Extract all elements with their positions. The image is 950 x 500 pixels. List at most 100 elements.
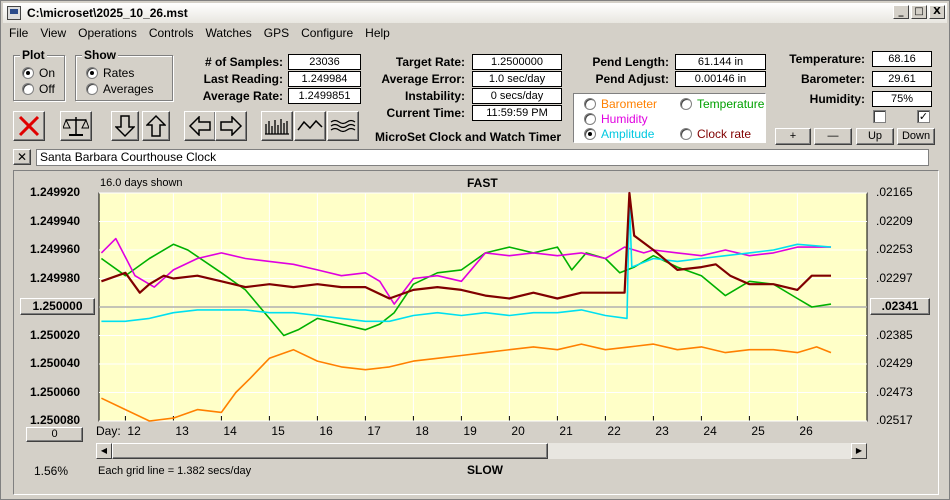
radio-averages-indicator[interactable]: [86, 83, 98, 95]
scroll-left-icon[interactable]: ◀: [96, 443, 112, 459]
menu-watches[interactable]: Watches: [205, 26, 252, 40]
series-barometer-radio[interactable]: Barometer: [584, 96, 657, 112]
x-axis-tick-label: 26: [799, 424, 813, 438]
arrow-up-icon: [146, 114, 166, 137]
horizontal-scrollbar[interactable]: ◀ ▶: [96, 443, 867, 459]
series-barometer-indicator[interactable]: [584, 98, 596, 110]
app-caption: MicroSet Clock and Watch Timer: [375, 130, 562, 144]
arrow-right-icon: [220, 116, 243, 136]
clear-clock-button[interactable]: ✕: [13, 149, 31, 165]
radio-rates-indicator[interactable]: [86, 67, 98, 79]
scroll-right-icon[interactable]: ▶: [851, 443, 867, 459]
menu-operations[interactable]: Operations: [78, 26, 137, 40]
menu-configure[interactable]: Configure: [301, 26, 354, 40]
menu-help[interactable]: Help: [365, 26, 390, 40]
menu-file[interactable]: File: [9, 26, 29, 40]
series-amplitude: [101, 197, 832, 323]
pend-adjust-label: Pend Adjust:: [595, 72, 669, 86]
series-lines: [100, 191, 832, 422]
minimize-icon[interactable]: _: [893, 5, 909, 19]
series-select-panel: Barometer Temperature Humidity Amplitude…: [573, 93, 766, 143]
minus-button[interactable]: —: [814, 128, 852, 145]
x-axis-tick-label: 21: [559, 424, 573, 438]
bars-icon: [265, 119, 289, 135]
samples-label: # of Samples:: [204, 55, 283, 69]
right-axis-tick-label: .02385: [876, 327, 913, 342]
show-averages-radio[interactable]: Averages: [86, 81, 153, 97]
plus-button[interactable]: +: [775, 128, 811, 145]
left-axis-tick-label: 1.249960: [30, 242, 81, 256]
slow-label: SLOW: [467, 463, 503, 477]
x-axis-tick-label: 20: [511, 424, 525, 438]
stop-button[interactable]: [13, 111, 45, 141]
down-arrow-button[interactable]: [111, 111, 139, 141]
line-view-button[interactable]: [294, 111, 326, 141]
x-axis-tick-label: 19: [463, 424, 477, 438]
right-axis-tick-label: .02253: [876, 242, 913, 256]
temperature-value: 68.16: [872, 51, 932, 67]
clock-name-field[interactable]: Santa Barbara Courthouse Clock: [36, 149, 929, 166]
series-clock-rate: [101, 191, 831, 300]
fast-label: FAST: [467, 176, 498, 190]
pend-length-label: Pend Length:: [592, 55, 669, 69]
scroll-thumb[interactable]: [112, 443, 548, 459]
wave-view-button[interactable]: [327, 111, 359, 141]
show-rates-radio[interactable]: Rates: [86, 65, 153, 81]
zero-button[interactable]: 0: [26, 427, 83, 442]
red-x-icon: [18, 115, 40, 137]
bar-view-button[interactable]: [261, 111, 293, 141]
series-temperature-indicator[interactable]: [680, 98, 692, 110]
arrow-left-icon: [188, 116, 211, 136]
series-amplitude-radio[interactable]: Amplitude: [584, 126, 654, 142]
left-axis-tick-label: 1.250020: [30, 327, 81, 342]
up-button[interactable]: Up: [856, 128, 894, 145]
title-bar: C:\microset\2025_10_26.mst _ □ X: [3, 3, 947, 23]
window-controls: _ □ X: [893, 5, 945, 19]
right-arrow-button[interactable]: [215, 111, 247, 141]
up-arrow-button[interactable]: [142, 111, 170, 141]
maximize-icon[interactable]: □: [911, 5, 927, 19]
pend-adjust-value[interactable]: 0.00146 in: [675, 71, 766, 87]
grid-lines: [99, 192, 867, 422]
samples-value: 23036: [288, 54, 361, 70]
series-amplitude-indicator[interactable]: [584, 128, 596, 140]
pend-length-value[interactable]: 61.144 in: [675, 54, 766, 70]
left-axis-tick-label: 1.249920: [30, 185, 81, 199]
x-axis-tick-label: 17: [367, 424, 381, 438]
right-axis-tick-label: .02297: [876, 270, 913, 285]
left-axis-tick-label: 1.249940: [30, 213, 81, 228]
series-barometer: [101, 343, 832, 422]
current-time-value: 11:59:59 PM: [472, 105, 562, 121]
average-rate-value: 1.2499851: [288, 88, 361, 104]
close-icon[interactable]: X: [929, 5, 945, 19]
down-button[interactable]: Down: [897, 128, 935, 145]
menu-view[interactable]: View: [40, 26, 67, 40]
series-clock-rate-radio[interactable]: Clock rate: [680, 126, 751, 142]
percent-indicator: 1.56%: [34, 464, 69, 478]
menu-controls[interactable]: Controls: [148, 26, 194, 40]
target-rate-label: Target Rate:: [395, 55, 465, 69]
plot-off-radio[interactable]: Off: [22, 81, 55, 97]
balance-button[interactable]: [60, 111, 92, 141]
series-humidity-indicator[interactable]: [584, 113, 596, 125]
target-rate-value[interactable]: 1.2500000: [472, 54, 562, 70]
right-axis-tick-label: .02165: [876, 185, 913, 199]
temperature-label: Temperature:: [789, 52, 865, 66]
left-center-button[interactable]: 1.250000: [20, 298, 95, 315]
checkbox-1[interactable]: [873, 110, 886, 123]
left-arrow-button[interactable]: [184, 111, 216, 141]
series-clock-rate-indicator[interactable]: [680, 128, 692, 140]
current-time-label: Current Time:: [386, 106, 465, 120]
radio-off-indicator[interactable]: [22, 83, 34, 95]
radio-on-indicator[interactable]: [22, 67, 34, 79]
x-axis-tick-label: 14: [223, 424, 237, 438]
series-temperature-radio[interactable]: Temperature: [680, 96, 764, 112]
right-center-button[interactable]: .02341: [870, 298, 930, 315]
line-wave-icon: [297, 119, 323, 131]
series-humidity-radio[interactable]: Humidity: [584, 111, 648, 127]
app-icon: [7, 6, 21, 20]
menu-gps[interactable]: GPS: [263, 26, 290, 40]
checkbox-2[interactable]: ✓: [917, 110, 930, 123]
plot-on-radio[interactable]: On: [22, 65, 55, 81]
series-humidity: [100, 237, 831, 305]
